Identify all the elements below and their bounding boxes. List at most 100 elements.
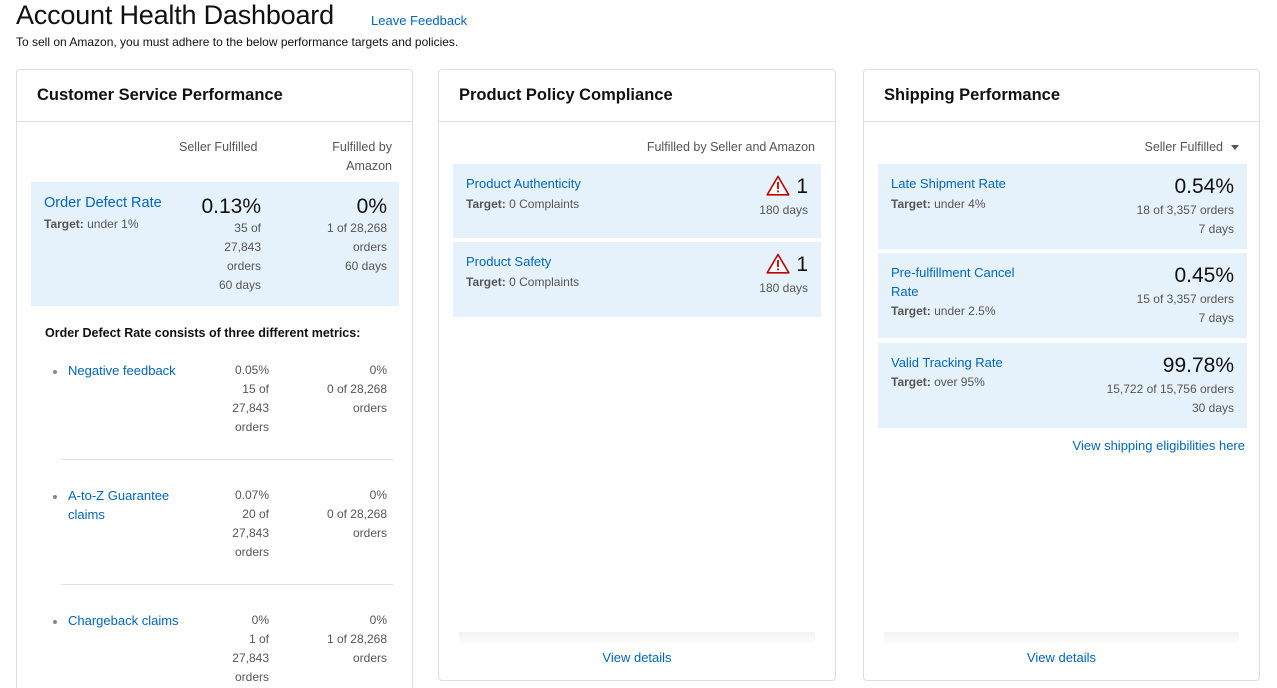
metric-2-seller-rate: 0.07% (234, 488, 269, 502)
metric-3-seller-line-3: 27,843 (232, 651, 269, 665)
chevron-down-icon[interactable] (1231, 145, 1239, 151)
late-shipment-label[interactable]: Late Shipment Rate (891, 176, 1006, 191)
warning-icon (766, 253, 790, 274)
product-safety-link[interactable]: Product Safety (466, 254, 552, 269)
chargeback-claims-link[interactable]: Chargeback claims (68, 611, 179, 630)
odr-seller-detail-3: orders (226, 259, 261, 273)
product-safety-target: Target: 0 Complaints (466, 273, 579, 291)
valid-tracking-target-label: Target: (891, 375, 931, 389)
bullet-icon (53, 620, 57, 624)
odr-target-value: under 1% (87, 217, 139, 231)
metric-3-fba-rate: 0% (369, 613, 387, 627)
metric-1-fba-rate: 0% (369, 363, 387, 377)
product-safety-count: 1 (796, 253, 808, 276)
late-shipment-period: 7 days (1198, 222, 1234, 236)
shipping-eligibilities-link[interactable]: View shipping eligibilities here (1072, 438, 1245, 453)
cancel-rate-target-value: under 2.5% (934, 304, 996, 318)
product-policy-card: Product Policy Compliance Fulfilled by S… (438, 69, 836, 681)
late-shipment-orders: 18 of 3,357 orders (1136, 203, 1234, 217)
page-title: Account Health Dashboard (16, 0, 334, 30)
metric-1-fba-line-3: orders (352, 401, 387, 415)
product-authenticity-count: 1 (796, 175, 808, 198)
card-footer-divider (459, 632, 815, 646)
cancel-rate-value: 0.45% (1174, 264, 1234, 287)
cancel-rate-label-line-2[interactable]: Rate (891, 284, 919, 299)
metric-divider (61, 459, 393, 460)
metric-3-seller-line-2: 1 of (248, 632, 269, 646)
a-to-z-seller: 0.07% 20 of 27,843 orders (232, 486, 269, 562)
product-safety-target-value: 0 Complaints (509, 275, 580, 289)
valid-tracking-rate-link[interactable]: Valid Tracking Rate (891, 353, 1003, 372)
late-shipment-target: Target: under 4% (891, 195, 986, 213)
cancel-rate-target: Target: under 2.5% (891, 302, 996, 320)
metric-2-fba-line-2: 0 of 28,268 (326, 507, 387, 521)
product-policy-title: Product Policy Compliance (439, 70, 835, 122)
product-safety-period: 180 days (759, 281, 808, 295)
cancel-rate-label-line-1[interactable]: Pre-fulfillment Cancel (891, 265, 1015, 280)
valid-tracking-panel: Valid Tracking Rate Target: over 95% 99.… (878, 343, 1247, 428)
chargeback-fba: 0% 1 of 28,268 orders (327, 611, 387, 668)
pre-fulfillment-cancel-rate-link[interactable]: Pre-fulfillment Cancel Rate (891, 263, 1015, 301)
product-authenticity-link[interactable]: Product Authenticity (466, 176, 581, 191)
odr-panel: Order Defect Rate Target: under 1% 0.13%… (31, 182, 399, 306)
a-to-z-claims-link[interactable]: A-to-Z Guarantee claims (68, 486, 169, 524)
metric-divider (61, 584, 393, 585)
cancel-rate-orders: 15 of 3,357 orders (1136, 292, 1234, 306)
fulfillment-dropdown[interactable]: Seller Fulfilled (1144, 138, 1239, 157)
valid-tracking-target-value: over 95% (934, 375, 985, 389)
a-to-z-label-line-1[interactable]: A-to-Z Guarantee (68, 488, 170, 503)
shipping-performance-title: Shipping Performance (864, 70, 1259, 122)
late-shipment-value: 0.54% (1174, 175, 1234, 198)
fulfillment-dropdown-label[interactable]: Seller Fulfilled (1144, 140, 1223, 154)
product-authenticity-period: 180 days (759, 203, 808, 217)
leave-feedback-link[interactable]: Leave Feedback (371, 13, 468, 28)
product-authenticity-target-label: Target: (466, 197, 506, 211)
odr-target: Target: under 1% (44, 215, 139, 233)
customer-service-card: Customer Service Performance Seller Fulf… (16, 69, 413, 688)
bullet-icon (53, 370, 57, 374)
metric-1-seller-rate: 0.05% (234, 363, 269, 377)
bullet-icon (53, 495, 57, 499)
page-subtitle: To sell on Amazon, you must adhere to th… (16, 35, 459, 49)
customer-service-title: Customer Service Performance (17, 70, 412, 122)
odr-fba-detail: 1 of 28,268 orders 60 days (327, 219, 387, 276)
metric-2-seller-line-3: 27,843 (232, 526, 269, 540)
a-to-z-label-line-2[interactable]: claims (68, 507, 105, 522)
metric-1-seller-line-2: 15 of (242, 382, 269, 396)
odr-seller-detail-4: 60 days (218, 278, 261, 292)
cancel-rate-target-label: Target: (891, 304, 931, 318)
metric-1-seller-line-3: 27,843 (232, 401, 269, 415)
metric-3-fba-line-3: orders (352, 651, 387, 665)
metric-3-seller-rate: 0% (251, 613, 269, 627)
late-shipment-rate-link[interactable]: Late Shipment Rate (891, 174, 1006, 193)
col-fba-line-1: Fulfilled by (332, 140, 392, 154)
product-policy-view-details-link[interactable]: View details (602, 650, 672, 665)
product-authenticity-panel: Product Authenticity Target: 0 Complaint… (453, 164, 821, 238)
valid-tracking-value: 99.78% (1162, 354, 1234, 377)
product-authenticity-target-value: 0 Complaints (509, 197, 580, 211)
late-shipment-panel: Late Shipment Rate Target: under 4% 0.54… (878, 164, 1247, 249)
negative-feedback-fba: 0% 0 of 28,268 orders (327, 361, 387, 418)
odr-seller-detail-1: 35 of (234, 221, 261, 235)
shipping-view-details-link[interactable]: View details (1026, 650, 1097, 665)
odr-fba-value: 0% (356, 195, 387, 218)
valid-tracking-orders: 15,722 of 15,756 orders (1106, 382, 1234, 396)
odr-link[interactable]: Order Defect Rate (44, 195, 162, 211)
negative-feedback-label[interactable]: Negative feedback (68, 363, 176, 378)
metric-1-seller-line-4: orders (234, 420, 269, 434)
valid-tracking-target: Target: over 95% (891, 373, 985, 391)
late-shipment-detail: 18 of 3,357 orders 7 days (1137, 201, 1234, 239)
odr-seller-value: 0.13% (201, 195, 261, 218)
a-to-z-fba: 0% 0 of 28,268 orders (327, 486, 387, 543)
negative-feedback-seller: 0.05% 15 of 27,843 orders (232, 361, 269, 437)
odr-seller-detail: 35 of 27,843 orders 60 days (219, 219, 261, 295)
metric-3-seller-line-4: orders (234, 670, 269, 684)
chargeback-label[interactable]: Chargeback claims (68, 613, 179, 628)
product-safety-panel: Product Safety Target: 0 Complaints 1 18… (453, 242, 821, 317)
valid-tracking-detail: 15,722 of 15,756 orders 30 days (1107, 380, 1234, 418)
valid-tracking-label[interactable]: Valid Tracking Rate (891, 355, 1003, 370)
col-fulfilled-by-seller-and-amazon: Fulfilled by Seller and Amazon (646, 140, 815, 154)
late-shipment-target-label: Target: (891, 197, 931, 211)
metric-2-fba-line-3: orders (352, 526, 387, 540)
negative-feedback-link[interactable]: Negative feedback (68, 361, 176, 380)
